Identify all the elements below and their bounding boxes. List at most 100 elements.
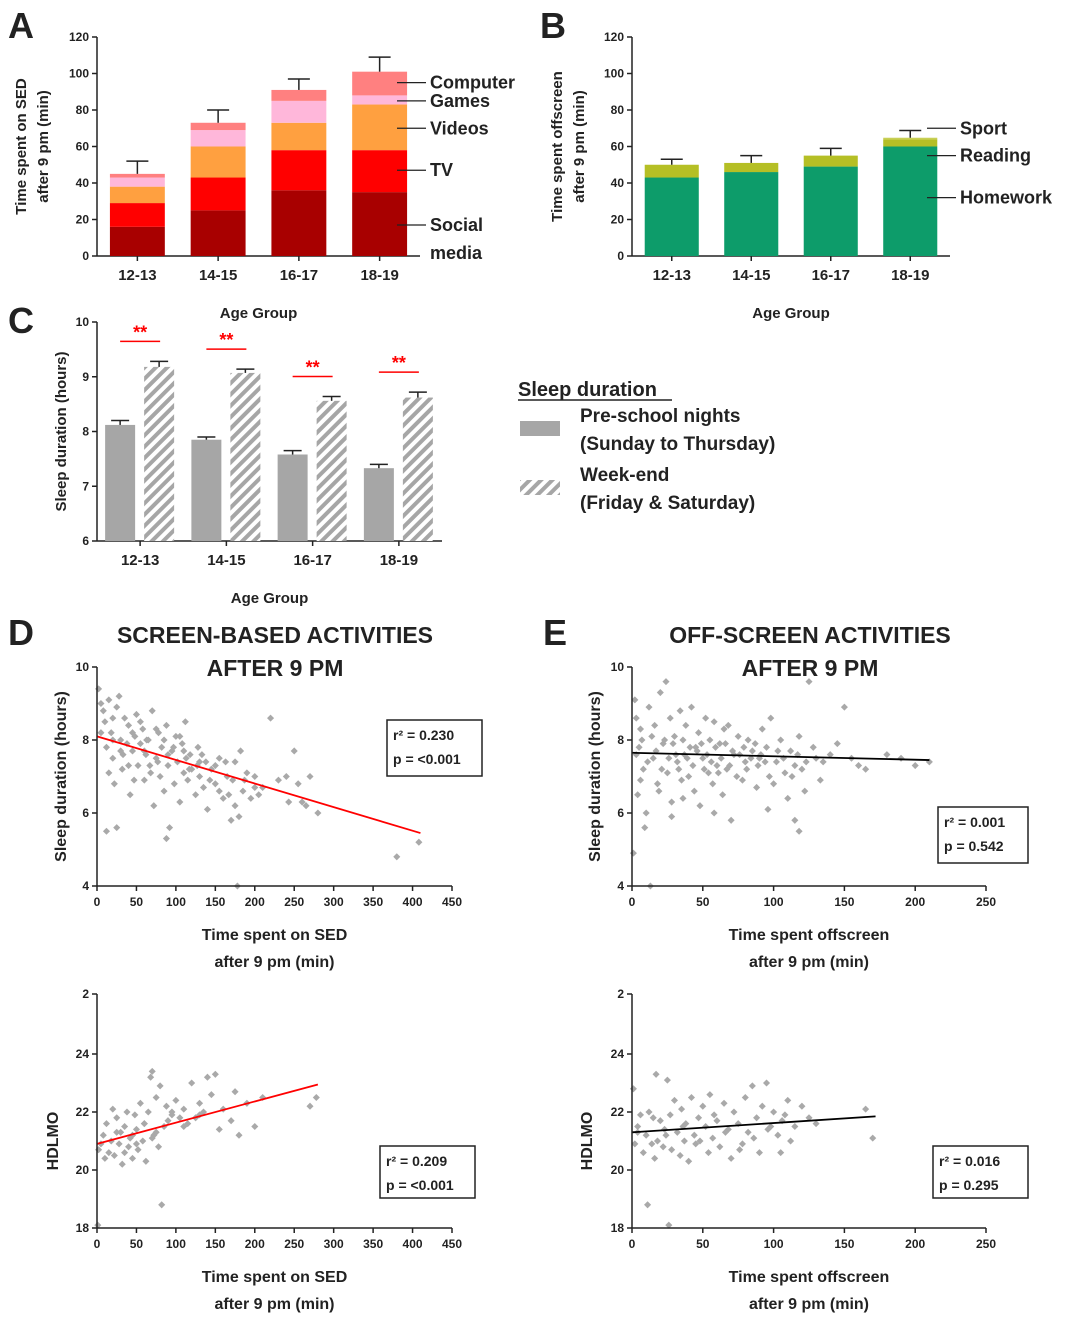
bar-segment-tv <box>271 150 327 191</box>
data-point <box>663 1076 671 1084</box>
data-point <box>651 1154 659 1162</box>
data-point <box>653 1137 662 1145</box>
bar-segment-social-media <box>352 192 408 256</box>
data-point <box>748 747 756 755</box>
data-point <box>668 813 676 821</box>
data-point <box>669 740 677 748</box>
data-point <box>710 718 718 726</box>
data-point <box>113 824 121 832</box>
significance-stars: ** <box>306 357 320 377</box>
x-axis-label: Age Group <box>752 305 830 322</box>
data-point <box>211 762 219 770</box>
data-point <box>770 1108 778 1116</box>
data-point <box>675 765 683 773</box>
data-point <box>702 714 710 722</box>
data-point <box>636 1111 645 1119</box>
data-point <box>744 736 752 744</box>
data-point <box>651 721 659 729</box>
y-tick-label: 0 <box>617 249 624 263</box>
data-point <box>788 772 796 781</box>
data-point <box>727 816 735 824</box>
data-point <box>680 1137 688 1145</box>
data-point <box>638 736 646 744</box>
y-tick-label: 18 <box>611 1221 625 1235</box>
data-point <box>302 802 310 810</box>
bar-segment-computer <box>190 122 246 131</box>
data-point <box>777 736 785 744</box>
fit-line <box>96 1083 319 1145</box>
data-point <box>146 762 154 770</box>
data-point <box>182 754 190 762</box>
data-point <box>697 740 705 748</box>
data-point <box>147 769 155 777</box>
data-point <box>121 1122 129 1131</box>
data-point <box>136 1099 144 1107</box>
data-point <box>784 794 792 802</box>
data-point <box>682 721 690 729</box>
y-tick-label: 8 <box>617 733 624 747</box>
x-tick-label: 16-17 <box>280 267 318 284</box>
panel-letter-C: C <box>8 300 34 341</box>
data-point <box>285 798 293 806</box>
x-tick-label: 50 <box>696 1237 710 1251</box>
data-point <box>652 1070 660 1078</box>
data-point <box>741 1093 749 1102</box>
data-point <box>247 794 255 802</box>
bar-segment-sport <box>883 137 938 140</box>
stats-text: p = 0.542 <box>944 838 1004 854</box>
x-tick-label: 200 <box>245 1237 265 1251</box>
x-tick-label: 0 <box>94 1237 101 1251</box>
data-point <box>706 736 714 744</box>
data-point <box>118 765 126 773</box>
series-label: Social <box>430 215 483 235</box>
data-point <box>809 743 817 751</box>
data-point <box>156 772 164 781</box>
data-point <box>713 762 721 770</box>
data-point <box>679 794 687 802</box>
data-point <box>164 762 172 770</box>
y-tick-label: 6 <box>82 806 89 820</box>
data-point <box>172 732 180 740</box>
x-tick-label: 150 <box>834 1237 854 1251</box>
bar-segment-videos <box>190 146 246 178</box>
bar-segment-videos <box>109 186 165 204</box>
bar-segment-games <box>109 177 165 187</box>
significance-stars: ** <box>219 330 233 350</box>
x-tick-label: 350 <box>363 1237 383 1251</box>
data-point <box>109 714 117 722</box>
data-point <box>685 772 693 781</box>
data-point <box>653 780 662 788</box>
bar-segment-homework <box>724 172 779 256</box>
y-tick-label: 10 <box>76 660 90 674</box>
y-tick-label: 6 <box>82 534 89 548</box>
stats-box <box>937 806 1029 864</box>
data-point <box>734 732 742 740</box>
bar-week-end <box>230 372 261 541</box>
y-axis-label: Time spent offscreen <box>549 71 566 222</box>
data-point <box>629 1085 637 1093</box>
data-point <box>726 762 734 770</box>
stats-box <box>932 1145 1029 1199</box>
data-point <box>826 751 834 759</box>
data-point <box>673 758 681 766</box>
data-point <box>709 1134 717 1142</box>
data-point <box>751 740 759 748</box>
data-point <box>648 1140 656 1148</box>
y-axis-label: Time spent on SED <box>13 78 30 215</box>
data-point <box>101 718 109 726</box>
x-tick-label: 250 <box>284 895 304 909</box>
panel-title: AFTER 9 PM <box>207 655 344 681</box>
data-point <box>700 765 708 773</box>
panel-letter-D: D <box>8 612 34 653</box>
data-point <box>753 783 761 791</box>
data-point <box>235 1131 243 1139</box>
x-tick-label: 200 <box>905 895 925 909</box>
data-point <box>659 1143 667 1151</box>
data-point <box>97 699 105 708</box>
series-label: media <box>430 243 483 263</box>
data-point <box>741 758 749 766</box>
data-point <box>162 835 170 843</box>
data-point <box>631 696 639 704</box>
series-label: Computer <box>430 73 515 93</box>
x-tick-label: 16-17 <box>812 267 850 284</box>
